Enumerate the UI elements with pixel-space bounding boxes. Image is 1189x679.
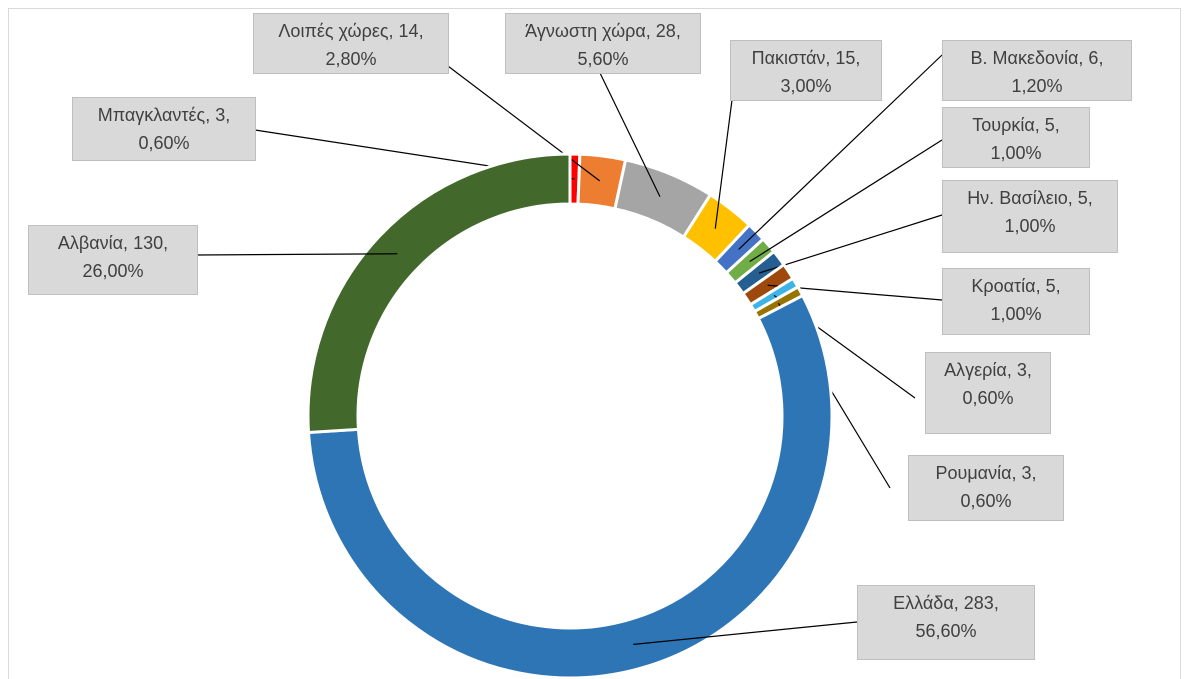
label-value: 5 [1044,115,1055,135]
label-separator: , [1067,188,1078,208]
label-category: Κροατία [971,276,1036,296]
label-separator: , [1078,48,1089,68]
label-separator: , [1006,360,1017,380]
data-label: Πακιστάν, 15, 3,00% [730,40,882,101]
label-category: Πακιστάν [751,48,826,68]
label-value: 3 [1016,360,1027,380]
data-label: Ρουμανία, 3, 0,60% [908,455,1064,521]
label-separator: , [225,105,231,125]
leader-line [749,139,943,263]
label-separator: , [1035,276,1046,296]
label-percentage: 0,60% [960,491,1012,511]
label-percentage: 0,60% [138,133,190,153]
label-separator: , [418,21,424,41]
label-percentage: 26,00% [82,261,144,281]
label-category: Ελλάδα [893,593,954,613]
data-label: Τουρκία, 5, 1,00% [942,107,1090,168]
label-separator: , [953,593,964,613]
label-separator: , [1034,115,1045,135]
label-separator: , [163,233,169,253]
data-label: Κροατία, 5, 1,00% [942,268,1090,335]
leader-line [738,54,943,250]
label-value: 6 [1088,48,1099,68]
label-separator: , [388,21,399,41]
label-category: Β. Μακεδονία [970,48,1079,68]
label-separator: , [645,21,656,41]
label-category: Τουρκία [972,115,1035,135]
leader-line [714,99,733,229]
label-separator: , [123,233,134,253]
label-category: Λοιπές χώρες [278,21,389,41]
label-category: Ρουμανία [935,463,1012,483]
label-percentage: 1,00% [990,143,1042,163]
label-percentage: 1,20% [1011,76,1063,96]
label-separator: , [1026,360,1032,380]
leader-line [758,214,943,274]
data-label: Μπαγκλαντές, 3, 0,60% [72,97,256,161]
data-label: Ελλάδα, 283, 56,60% [857,585,1035,660]
chart-border [8,8,1181,679]
label-separator: , [993,593,999,613]
data-label: Άγνωστη χώρα, 28, 5,60% [505,13,701,74]
label-separator: , [825,48,836,68]
donut-slice [306,293,834,679]
label-percentage: 56,60% [915,621,977,641]
label-value: 283 [963,593,994,613]
leader-line [439,59,601,182]
label-value: 5 [1045,276,1056,296]
label-percentage: 1,00% [1004,216,1056,236]
label-category: Αλγερία [944,360,1007,380]
label-percentage: 5,60% [577,49,629,69]
label-percentage: 0,60% [962,388,1014,408]
label-separator: , [205,105,216,125]
label-value: 3 [215,105,226,125]
label-separator: , [675,21,681,41]
data-label: Λοιπές χώρες, 14, 2,80% [253,13,449,74]
leader-line [633,621,858,645]
label-percentage: 3,00% [780,76,832,96]
donut-slice [306,152,572,435]
label-percentage: 2,80% [325,49,377,69]
label-separator: , [1031,463,1037,483]
data-label: Αλγερία, 3, 0,60% [925,352,1051,434]
label-value: 15 [835,48,856,68]
label-value: 130 [133,233,164,253]
label-separator: , [1098,48,1104,68]
label-separator: , [1055,276,1061,296]
data-label: Ην. Βασίλειο, 5, 1,00% [942,180,1118,253]
label-category: Άγνωστη χώρα [525,21,646,41]
label-separator: , [1087,188,1093,208]
label-category: Αλβανία [57,233,124,253]
label-percentage: 1,00% [990,304,1042,324]
leader-line [196,253,398,256]
label-category: Μπαγκλαντές [97,105,206,125]
label-value: 14 [398,21,419,41]
label-value: 28 [655,21,676,41]
label-separator: , [1054,115,1060,135]
leader-line [599,72,661,198]
label-category: Ην. Βασίλειο [967,188,1068,208]
label-value: 5 [1077,188,1088,208]
data-label: Β. Μακεδονία, 6, 1,20% [942,40,1132,101]
label-value: 3 [1021,463,1032,483]
data-label: Αλβανία, 130, 26,00% [28,225,198,295]
label-separator: , [855,48,861,68]
label-separator: , [1011,463,1022,483]
